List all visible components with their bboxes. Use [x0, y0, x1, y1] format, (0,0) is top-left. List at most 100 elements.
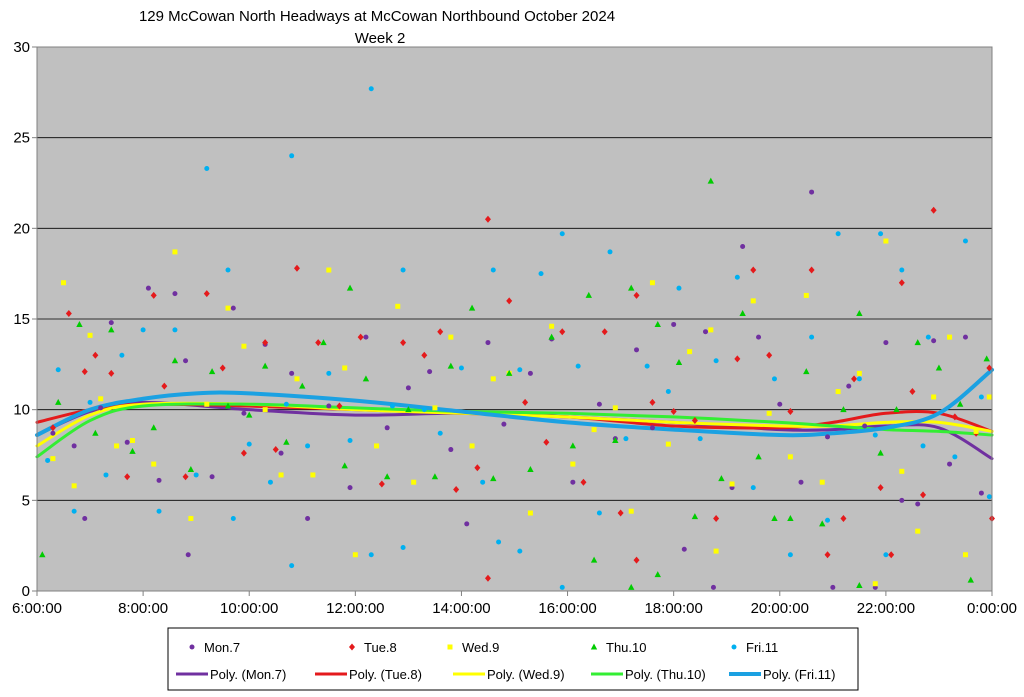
data-point [517, 367, 523, 373]
data-point [548, 333, 555, 340]
data-point [61, 280, 67, 286]
data-point [840, 514, 847, 522]
data-point [283, 401, 289, 407]
series-thu-10 [39, 177, 990, 590]
data-point [129, 447, 136, 454]
data-point [549, 323, 555, 329]
data-point [246, 411, 253, 418]
data-point [559, 328, 566, 336]
data-point [437, 328, 444, 336]
data-point [384, 425, 390, 431]
data-point [522, 398, 529, 406]
data-point [835, 231, 841, 237]
data-point [729, 481, 735, 487]
data-point [469, 443, 475, 449]
data-point [224, 402, 232, 409]
data-point [633, 291, 640, 299]
data-point [676, 285, 682, 291]
data-point [119, 352, 125, 358]
data-point [734, 355, 741, 363]
legend-marker [590, 643, 598, 650]
data-point [703, 329, 708, 335]
legend-entry: Poly. (Fri.11) [729, 667, 835, 682]
data-point [718, 475, 725, 482]
data-point [654, 571, 661, 578]
data-point [920, 443, 926, 449]
legend-entry: Poly. (Mon.7) [176, 667, 286, 682]
legend-label: Poly. (Wed.9) [487, 667, 565, 682]
data-point [362, 375, 370, 382]
data-point [262, 407, 268, 413]
data-point [448, 447, 454, 453]
data-point [665, 389, 671, 395]
data-point [185, 552, 191, 558]
data-point [421, 351, 428, 359]
data-point [931, 338, 937, 344]
data-point [883, 552, 889, 558]
data-point [49, 424, 56, 432]
data-point [368, 86, 374, 92]
data-point [188, 515, 194, 521]
data-point [150, 291, 157, 299]
data-point [986, 364, 993, 372]
legend-marker [731, 644, 737, 650]
data-point [856, 376, 862, 382]
data-point [108, 320, 114, 326]
data-point [623, 436, 629, 442]
data-point [830, 584, 836, 590]
legend-entry: Poly. (Thu.10) [591, 667, 706, 682]
data-point [569, 442, 577, 449]
data-point [840, 406, 847, 413]
data-point [87, 332, 93, 338]
data-point [81, 368, 88, 376]
data-point [501, 421, 507, 427]
data-point [357, 333, 364, 341]
data-point [289, 563, 295, 569]
data-point [347, 485, 353, 491]
data-point [368, 552, 374, 558]
data-point [756, 334, 762, 340]
data-point [453, 485, 460, 493]
legend-marker [447, 644, 453, 650]
data-point [183, 358, 189, 364]
data-point [590, 556, 598, 563]
data-point [872, 432, 878, 438]
x-tick-label: 22:00:00 [857, 600, 915, 617]
data-point [798, 479, 804, 485]
legend-entry: Mon.7 [189, 640, 240, 655]
data-point [187, 466, 195, 473]
legend-label: Fri.11 [746, 640, 778, 655]
legend-label: Poly. (Thu.10) [625, 667, 706, 682]
data-point [219, 364, 226, 372]
data-point [617, 509, 624, 517]
data-point [947, 334, 953, 340]
legend-entry: Tue.8 [349, 640, 397, 655]
data-point [888, 551, 895, 559]
data-point [82, 515, 88, 521]
data-point [947, 461, 953, 467]
legend-entry: Poly. (Wed.9) [453, 667, 565, 682]
data-point [856, 370, 862, 376]
data-point [915, 501, 921, 507]
y-axis-ticks: 0 5 10 15 20 25 30 [13, 39, 37, 600]
data-point [596, 510, 602, 516]
data-point [931, 394, 937, 400]
data-point [378, 480, 385, 488]
data-point [893, 406, 900, 413]
data-point [490, 376, 496, 382]
data-point [346, 284, 354, 291]
y-tick-label: 5 [22, 492, 30, 509]
data-point [986, 394, 992, 400]
data-point [55, 398, 62, 405]
data-point [45, 457, 51, 463]
data-point [697, 436, 703, 442]
data-point [914, 339, 921, 346]
data-point [171, 357, 179, 364]
data-point [681, 546, 687, 552]
data-point [824, 551, 831, 559]
data-point [225, 305, 231, 311]
data-point [809, 334, 815, 340]
x-tick-label: 8:00:00 [118, 600, 168, 617]
data-point [808, 266, 815, 274]
